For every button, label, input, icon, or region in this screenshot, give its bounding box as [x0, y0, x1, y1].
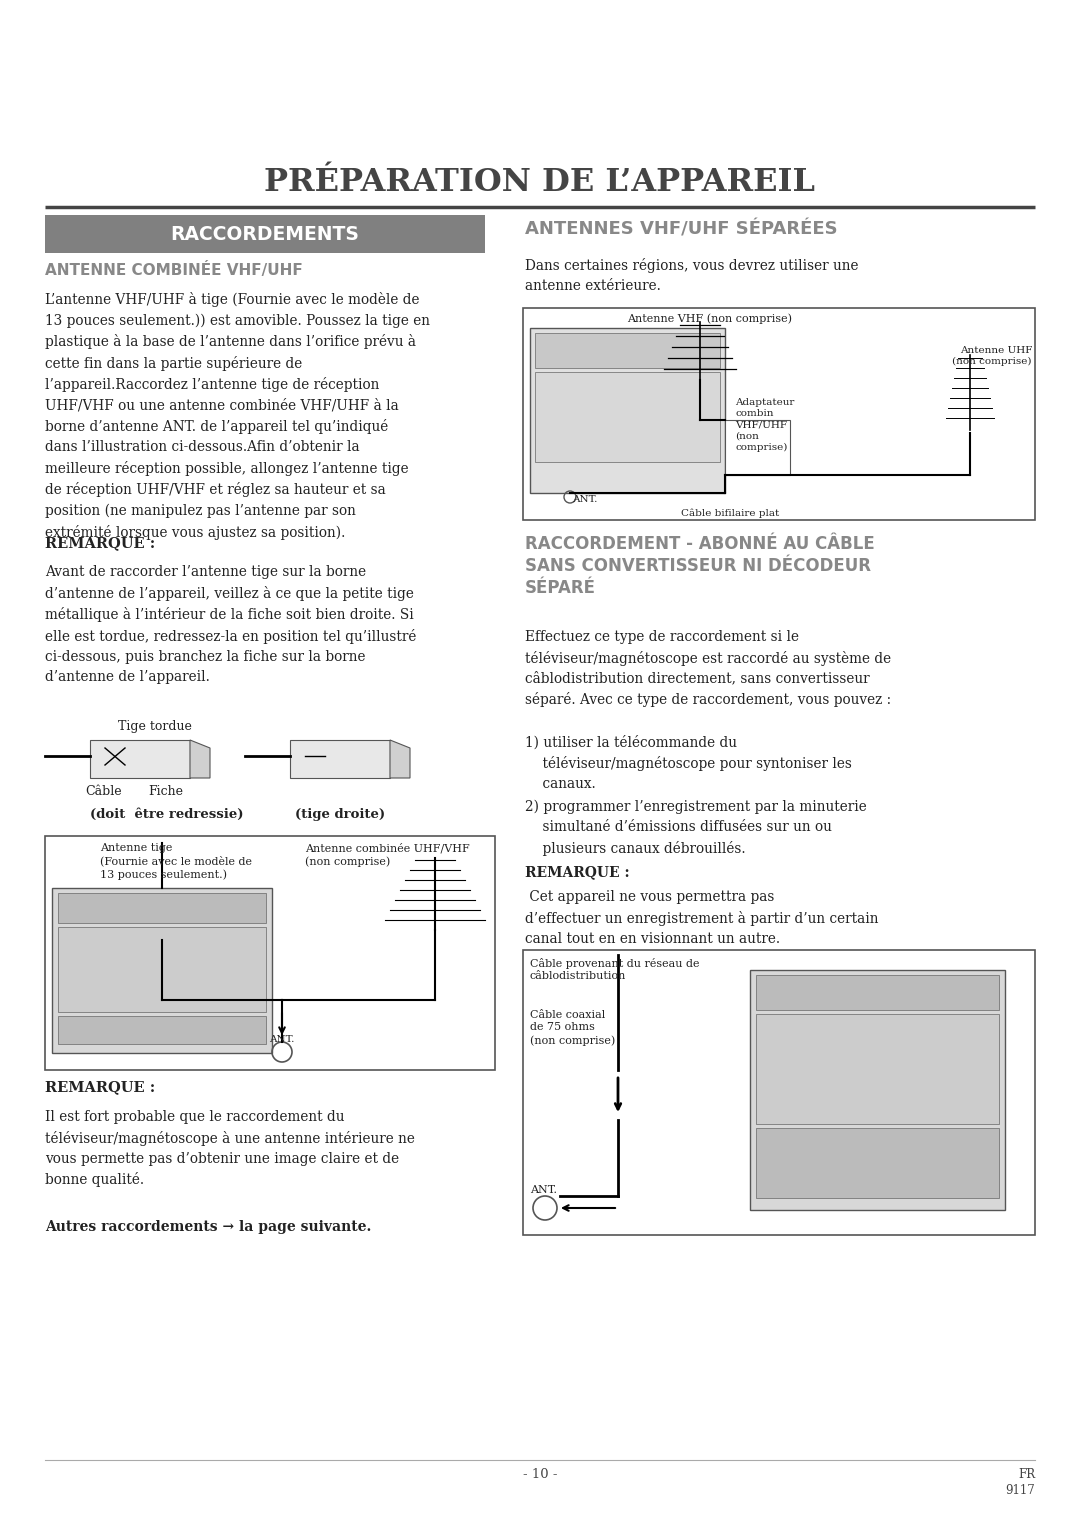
Bar	[756, 1015, 999, 1125]
Text: (tige droite): (tige droite)	[295, 808, 386, 821]
Text: RACCORDEMENTS: RACCORDEMENTS	[171, 225, 360, 243]
Bar	[45, 836, 495, 1070]
Text: Câble bifilaire plat: Câble bifilaire plat	[680, 507, 779, 518]
Text: Avant de raccorder l’antenne tige sur la borne
d’antenne de l’appareil, veillez : Avant de raccorder l’antenne tige sur la…	[45, 565, 417, 685]
Text: REMARQUE :: REMARQUE :	[45, 1080, 156, 1094]
Bar	[725, 420, 789, 475]
Text: Câble provenant du réseau de
câblodistribution: Câble provenant du réseau de câblodistri…	[530, 958, 700, 981]
Bar	[535, 371, 720, 461]
Text: Tige tordue: Tige tordue	[118, 720, 192, 733]
Text: L’antenne VHF/UHF à tige (Fournie avec le modèle de
13 pouces seulement.)) est a: L’antenne VHF/UHF à tige (Fournie avec l…	[45, 292, 430, 539]
Text: ANT.: ANT.	[572, 495, 597, 504]
Bar	[58, 927, 266, 1012]
Text: Antenne tige
(Fournie avec le modèle de
13 pouces seulement.): Antenne tige (Fournie avec le modèle de …	[100, 843, 252, 880]
Text: ANTENNE COMBINÉE VHF/UHF: ANTENNE COMBINÉE VHF/UHF	[45, 261, 302, 278]
Polygon shape	[190, 740, 210, 778]
Text: Antenne UHF
(non comprise): Antenne UHF (non comprise)	[953, 345, 1032, 367]
Bar	[750, 970, 1005, 1210]
Bar	[58, 1016, 266, 1044]
Text: Câble coaxial
de 75 ohms
(non comprise): Câble coaxial de 75 ohms (non comprise)	[530, 1010, 616, 1045]
Text: RACCORDEMENT - ABONNÉ AU CÂBLE
SANS CONVERTISSEUR NI DÉCODEUR
SÉPARÉ: RACCORDEMENT - ABONNÉ AU CÂBLE SANS CONV…	[525, 535, 875, 597]
Text: (doit  être redressie): (doit être redressie)	[90, 808, 243, 821]
Text: PRÉPARATION DE L’APPAREIL: PRÉPARATION DE L’APPAREIL	[265, 167, 815, 199]
Text: Autres raccordements → la page suivante.: Autres raccordements → la page suivante.	[45, 1219, 372, 1235]
Bar	[523, 950, 1035, 1235]
Bar	[45, 215, 485, 254]
Text: Câble: Câble	[85, 785, 122, 798]
Polygon shape	[390, 740, 410, 778]
Bar	[52, 888, 272, 1053]
Text: Il est fort probable que le raccordement du
téléviseur/magnétoscope à une antenn: Il est fort probable que le raccordement…	[45, 1109, 415, 1187]
Text: FR
9117: FR 9117	[1005, 1468, 1035, 1497]
Text: 1) utiliser la télécommande du
    téléviseur/magnétoscope pour syntoniser les
 : 1) utiliser la télécommande du téléviseu…	[525, 735, 852, 792]
Text: Antenne VHF (non comprise): Antenne VHF (non comprise)	[627, 313, 793, 324]
Bar	[58, 892, 266, 923]
Text: Dans certaines régions, vous devrez utiliser une
antenne extérieure.: Dans certaines régions, vous devrez util…	[525, 258, 859, 293]
Text: ANT.: ANT.	[269, 1034, 295, 1044]
Text: - 10 -: - 10 -	[523, 1468, 557, 1481]
Text: Fiche: Fiche	[148, 785, 183, 798]
Text: Adaptateur
combin
VHF/UHF
(non
comprise): Adaptateur combin VHF/UHF (non comprise)	[735, 397, 795, 452]
Bar	[535, 333, 720, 368]
Bar	[90, 740, 190, 778]
Text: Effectuez ce type de raccordement si le
téléviseur/magnétoscope est raccordé au : Effectuez ce type de raccordement si le …	[525, 630, 891, 707]
Bar	[756, 975, 999, 1010]
Bar	[756, 1128, 999, 1198]
Text: ANTENNES VHF/UHF SÉPARÉES: ANTENNES VHF/UHF SÉPARÉES	[525, 220, 838, 238]
Bar	[530, 329, 725, 494]
Text: REMARQUE :: REMARQUE :	[525, 865, 630, 879]
Text: Cet appareil ne vous permettra pas
d’effectuer un enregistrement à partir d’un c: Cet appareil ne vous permettra pas d’eff…	[525, 889, 878, 946]
Text: ANT.: ANT.	[530, 1186, 557, 1195]
Text: Antenne combinée UHF/VHF
(non comprise): Antenne combinée UHF/VHF (non comprise)	[305, 843, 470, 866]
Bar	[523, 309, 1035, 520]
Text: 2) programmer l’enregistrement par la minuterie
    simultané d’émissions diffus: 2) programmer l’enregistrement par la mi…	[525, 801, 867, 856]
Text: REMARQUE :: REMARQUE :	[45, 536, 156, 550]
Bar	[291, 740, 390, 778]
